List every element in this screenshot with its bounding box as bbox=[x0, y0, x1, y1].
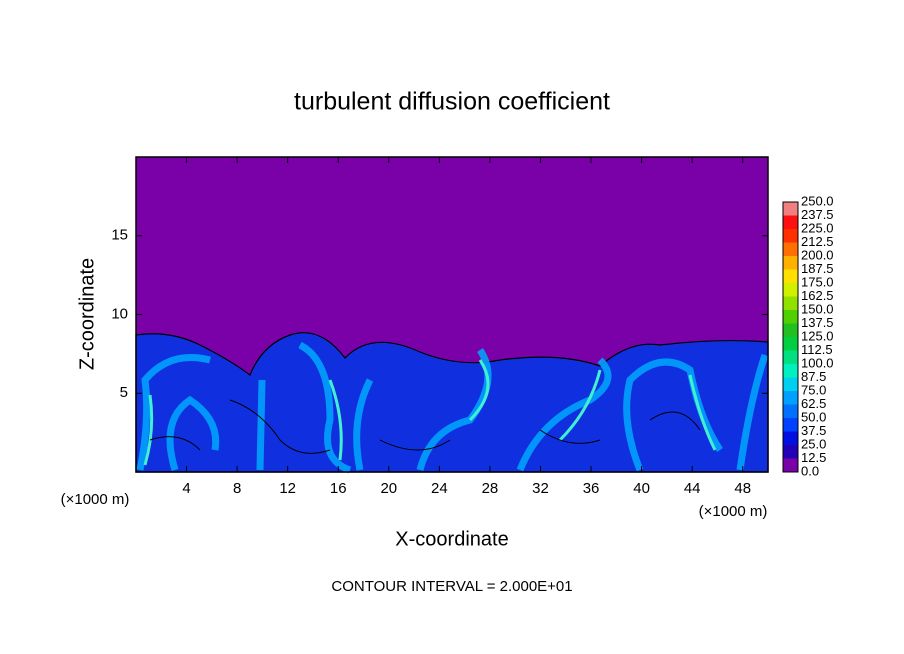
colorbar-label: 200.0 bbox=[801, 247, 834, 262]
colorbar-band bbox=[783, 404, 798, 418]
colorbar-label: 175.0 bbox=[801, 274, 834, 289]
colorbar-band bbox=[783, 377, 798, 391]
x-tick-label: 8 bbox=[233, 480, 241, 497]
colorbar-band bbox=[783, 337, 798, 351]
x-tick-label: 4 bbox=[182, 480, 190, 497]
y-tick-label: 15 bbox=[111, 227, 128, 244]
colorbar-band bbox=[783, 310, 798, 324]
colorbar-label: 225.0 bbox=[801, 220, 834, 235]
colorbar-label: 150.0 bbox=[801, 301, 834, 316]
x-unit: (×1000 m) bbox=[61, 491, 130, 508]
x-tick-label: 44 bbox=[684, 480, 701, 497]
colorbar-band bbox=[783, 256, 798, 270]
x-tick-label: 28 bbox=[482, 480, 499, 497]
colorbar-label: 212.5 bbox=[801, 234, 834, 249]
y-axis-label: Z-coordinate bbox=[76, 258, 98, 370]
colorbar-band bbox=[783, 391, 798, 405]
colorbar-band bbox=[783, 269, 798, 283]
chart-title: turbulent diffusion coefficient bbox=[294, 88, 610, 116]
colorbar-band bbox=[783, 418, 798, 432]
x-axis-label: X-coordinate bbox=[395, 528, 508, 550]
colorbar-label: 187.5 bbox=[801, 261, 834, 276]
colorbar-label: 250.0 bbox=[801, 193, 834, 208]
x-tick-label: 24 bbox=[431, 480, 448, 497]
colorbar-label: 162.5 bbox=[801, 288, 834, 303]
x-tick-label: 16 bbox=[330, 480, 347, 497]
y-tick-label: 10 bbox=[111, 305, 128, 322]
colorbar-band bbox=[783, 215, 798, 229]
colorbar-label: 37.5 bbox=[801, 423, 826, 438]
x-tick-label: 48 bbox=[734, 480, 751, 497]
contour-line bbox=[149, 399, 701, 454]
swirl-core bbox=[143, 359, 717, 466]
x-tick-label: 32 bbox=[532, 480, 549, 497]
colorbar-band bbox=[783, 323, 798, 337]
y-tick-label: 5 bbox=[120, 384, 128, 401]
colorbar-band bbox=[783, 350, 798, 364]
colorbar-frame bbox=[782, 201, 799, 473]
colorbar-label: 125.0 bbox=[801, 328, 834, 343]
colorbar-label: 12.5 bbox=[801, 450, 826, 465]
colorbar-label: 237.5 bbox=[801, 207, 834, 222]
colorbar-band bbox=[783, 283, 798, 297]
colorbar-band bbox=[783, 202, 798, 216]
colorbar-band bbox=[783, 229, 798, 243]
colorbar-band bbox=[783, 445, 798, 459]
colorbar-label: 0.0 bbox=[801, 463, 819, 478]
colorbar-label: 25.0 bbox=[801, 436, 826, 451]
colorbar-band bbox=[783, 364, 798, 378]
colorbar-label: 137.5 bbox=[801, 315, 834, 330]
x-tick-label: 36 bbox=[583, 480, 600, 497]
field bbox=[135, 156, 769, 474]
colorbar-label: 100.0 bbox=[801, 355, 834, 370]
colorbar-label: 62.5 bbox=[801, 396, 826, 411]
colorbar-band bbox=[783, 296, 798, 310]
x-unit: (×1000 m) bbox=[699, 503, 768, 520]
colorbar-label: 50.0 bbox=[801, 409, 826, 424]
x-tick-label: 20 bbox=[380, 480, 397, 497]
x-tick-label: 12 bbox=[279, 480, 296, 497]
colorbar-label: 112.5 bbox=[801, 342, 833, 357]
colorbar-label: 87.5 bbox=[801, 369, 826, 384]
colorbar-band bbox=[783, 458, 798, 472]
footer-note: CONTOUR INTERVAL = 2.000E+01 bbox=[331, 578, 572, 595]
turbulent-region bbox=[135, 332, 769, 473]
colorbar-band bbox=[783, 431, 798, 445]
x-tick-label: 40 bbox=[633, 480, 650, 497]
colorbar-label: 75.0 bbox=[801, 382, 826, 397]
colorbar-band bbox=[783, 242, 798, 256]
